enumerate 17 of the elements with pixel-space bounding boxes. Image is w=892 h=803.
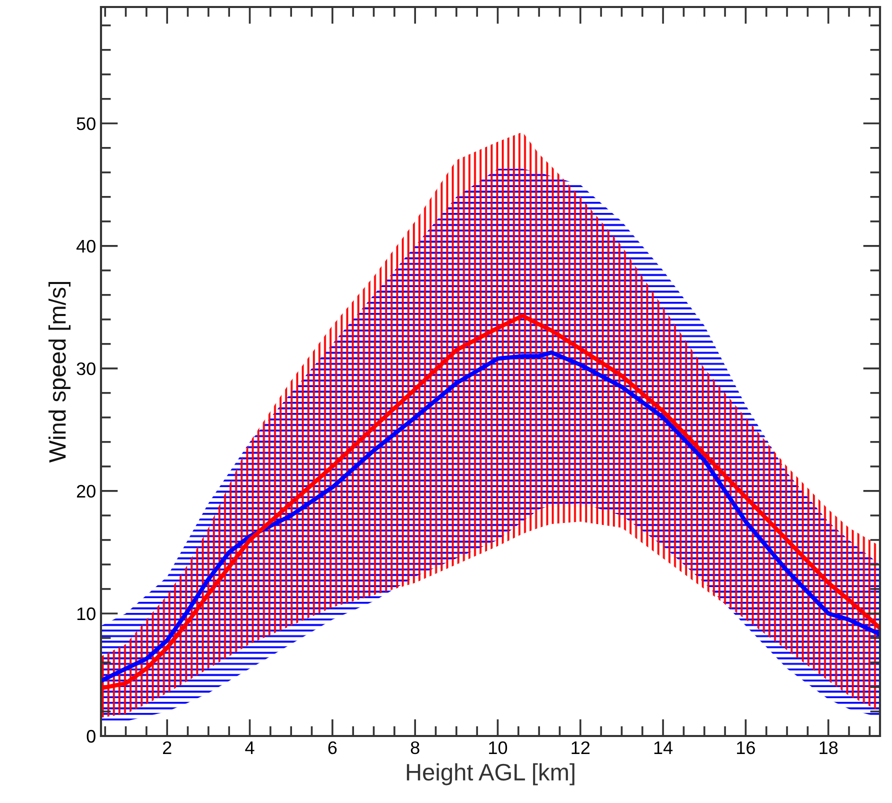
x-tick-label: 10 (489, 741, 508, 754)
x-tick-label: 6 (328, 741, 337, 754)
x-tick-label: 16 (737, 741, 755, 754)
x-axis-title: Height AGL [km] (406, 763, 574, 786)
y-tick-label: 10 (77, 607, 96, 620)
x-tick-label: 4 (245, 742, 254, 754)
x-tick-label: 14 (654, 742, 673, 754)
x-tick-label: 8 (410, 741, 420, 754)
x-tick-label: 2 (163, 741, 172, 754)
y-tick-label: 20 (76, 484, 96, 498)
y-tick-label: 0 (86, 730, 96, 743)
y-tick-label: 50 (76, 117, 96, 130)
y-tick-label: 30 (76, 362, 96, 376)
x-tick-label: 12 (572, 741, 590, 754)
x-tick-label: 18 (820, 741, 838, 754)
y-tick-label: 40 (76, 240, 96, 253)
y-axis-title: Wind speed [m/s] (48, 282, 70, 463)
